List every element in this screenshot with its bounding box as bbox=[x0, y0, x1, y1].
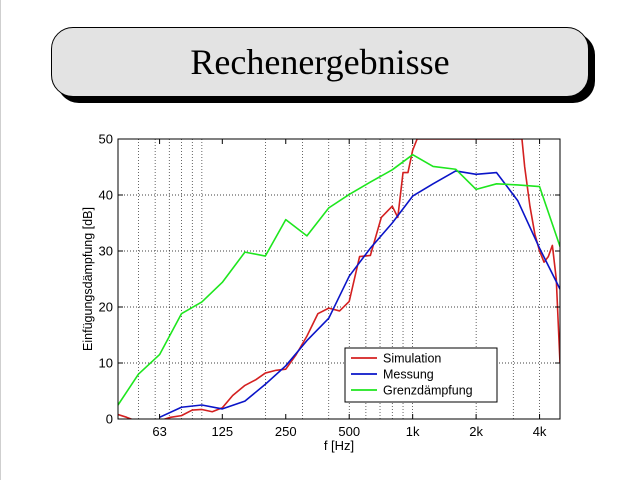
y-tick-label: 40 bbox=[99, 188, 113, 203]
legend-label-messung: Messung bbox=[383, 368, 434, 382]
x-tick-label: 125 bbox=[211, 424, 233, 439]
y-axis-label: Einfügungsdämpfung [dB] bbox=[81, 207, 95, 351]
x-tick-label: 63 bbox=[152, 424, 166, 439]
slide-title: Rechenergebnisse bbox=[190, 42, 450, 82]
y-tick-label: 10 bbox=[99, 356, 113, 371]
axes bbox=[117, 138, 561, 420]
x-axis-label: f [Hz] bbox=[324, 438, 354, 453]
y-tick-label: 20 bbox=[99, 300, 113, 315]
y-tick-label: 50 bbox=[99, 132, 113, 147]
legend-box bbox=[344, 347, 498, 403]
series-line-simulation bbox=[118, 139, 560, 419]
x-tick-label: 250 bbox=[275, 424, 297, 439]
series-line-grenzdaempfung bbox=[118, 153, 560, 406]
legend-label-grenzdaempfung: Grenzdämpfung bbox=[383, 384, 473, 398]
legend: Simulation Messung Grenzdämpfung bbox=[344, 347, 498, 403]
series-line-messung bbox=[159, 170, 560, 419]
x-tick-label: 4k bbox=[533, 424, 547, 439]
tick-labels: 0 10 20 30 40 50 63 125 250 500 1k 2k 4k bbox=[99, 132, 547, 440]
x-tick-label: 2k bbox=[469, 424, 483, 439]
slide-left-border bbox=[0, 0, 1, 480]
title-box: Rechenergebnisse bbox=[51, 27, 589, 97]
plot-frame bbox=[117, 138, 561, 420]
y-tick-label: 0 bbox=[106, 412, 113, 427]
x-tick-label: 500 bbox=[338, 424, 360, 439]
series-layer bbox=[118, 139, 560, 419]
legend-label-simulation: Simulation bbox=[383, 352, 441, 366]
x-tick-label: 1k bbox=[406, 424, 420, 439]
y-tick-label: 30 bbox=[99, 244, 113, 259]
